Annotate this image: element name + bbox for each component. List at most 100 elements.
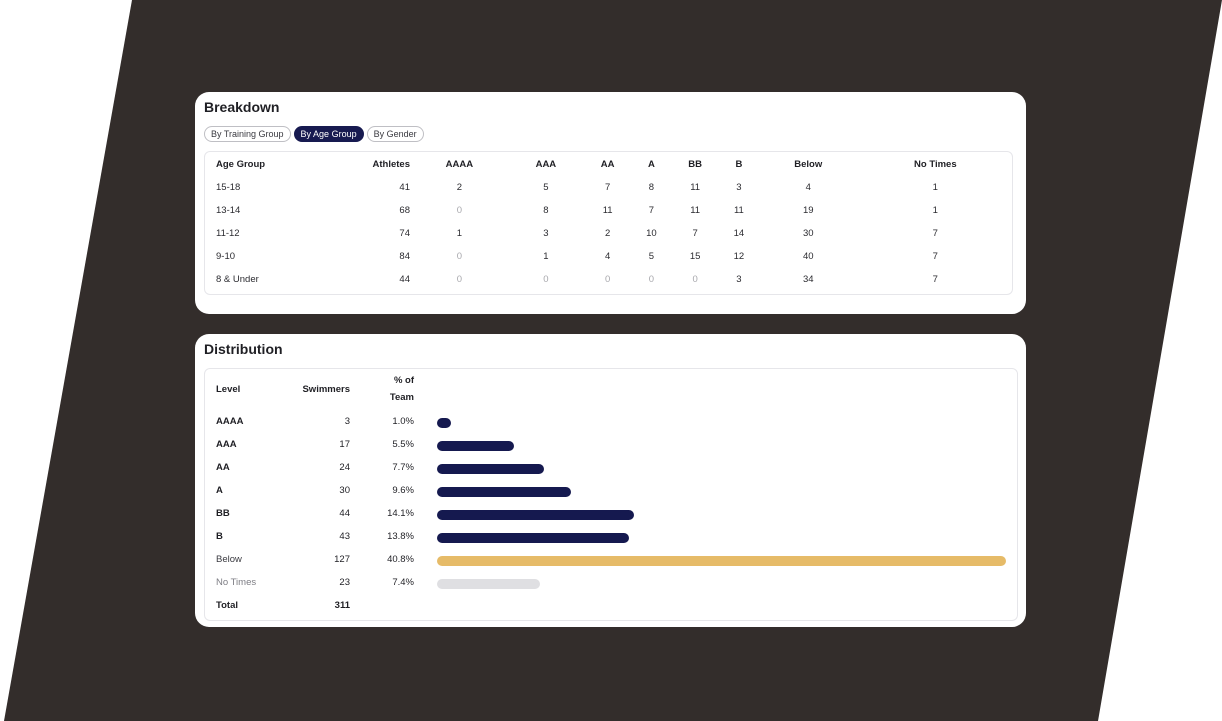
age-group-cell: 11-12 [216,228,240,239]
count-cell: 5 [648,251,655,262]
count-cell: 41 [399,182,410,193]
distribution-bar [437,533,629,543]
tab-by-gender[interactable]: By Gender [366,126,424,142]
count-cell: 2 [456,182,463,193]
tab-by-training-group[interactable]: By Training Group [204,126,291,142]
distribution-bar [437,418,451,428]
distribution-bar [437,579,540,589]
table-row: 9-10 84 0 1 4 5 15 12 40 7 [205,245,1012,268]
level-label: Below [216,554,242,565]
total-row: Total 311 [205,595,1017,618]
count-cell: 0 [456,251,463,262]
column-header: Age Group [216,158,266,170]
table-row: 8 & Under 44 0 0 0 0 0 3 34 7 [205,268,1012,291]
distribution-header-row: Level Swimmers % of Team [205,372,1017,406]
breakdown-table: Age Group Athletes AAAA AAA AA A BB B Be… [205,152,1012,291]
distribution-card: Distribution Level Swimmers % of Team AA… [195,334,1026,627]
count-cell: 40 [802,251,814,262]
swimmers-count: 44 [339,508,350,519]
percent-of-team: 1.0% [392,416,414,427]
count-cell: 68 [399,205,410,216]
count-cell: 5 [543,182,549,193]
count-cell: 14 [733,228,745,239]
distribution-row: B 43 13.8% [205,526,1017,549]
count-cell: 1 [932,205,938,216]
count-cell: 11 [690,182,701,193]
count-cell: 12 [733,251,745,262]
distribution-row: Below 127 40.8% [205,549,1017,572]
percent-of-team: 40.8% [387,554,414,565]
column-header: AA [600,158,615,170]
percent-of-team: 14.1% [387,508,414,519]
level-label: AAAA [216,416,244,427]
percent-of-team: 7.7% [392,462,414,473]
count-cell: 7 [648,205,655,216]
table-row: 15-18 41 2 5 7 8 11 3 4 1 [205,176,1012,199]
count-cell: 15 [689,251,701,262]
breakdown-card: Breakdown By Training Group By Age Group… [195,92,1026,314]
count-cell: 1 [456,228,463,239]
swimmers-count: 43 [339,531,350,542]
column-header: AAA [535,158,557,170]
count-cell: 0 [605,274,611,285]
swimmers-count: 23 [339,577,350,588]
count-cell: 0 [648,274,655,285]
distribution-title: Distribution [204,341,283,357]
count-cell: 7 [932,251,938,262]
level-label: AAA [216,439,237,450]
count-cell: 3 [543,228,549,239]
swimmers-count: 24 [339,462,350,473]
column-header: AAAA [445,158,474,170]
level-label: BB [216,508,230,519]
distribution-row: AA 24 7.7% [205,457,1017,480]
column-header: Athletes [372,158,410,170]
count-cell: 7 [932,228,938,239]
count-cell: 11 [733,205,744,216]
count-cell: 8 [543,205,549,216]
count-cell: 7 [692,228,698,239]
percent-of-team-header: % of Team [390,372,414,406]
level-label: No Times [216,577,257,588]
distribution-row: BB 44 14.1% [205,503,1017,526]
count-cell: 0 [543,274,549,285]
distribution-bar [437,556,1006,566]
percent-of-team: 13.8% [387,531,414,542]
count-cell: 1 [932,182,938,193]
count-cell: 0 [456,274,463,285]
distribution-bar [437,487,571,497]
count-cell: 4 [805,182,811,193]
distribution-row: A 30 9.6% [205,480,1017,503]
count-cell: 34 [802,274,814,285]
table-row: 13-14 68 0 8 11 7 11 11 19 1 [205,199,1012,222]
count-cell: 4 [605,251,611,262]
age-group-cell: 13-14 [216,205,241,216]
count-cell: 44 [399,274,410,285]
swimmers-count: 17 [339,439,350,450]
column-header: BB [688,158,702,170]
percent-of-team: 9.6% [392,485,414,496]
level-label: AA [216,462,230,473]
count-cell: 30 [802,228,814,239]
table-header-row: Age Group Athletes AAAA AAA AA A BB B Be… [205,152,1012,176]
level-label: B [216,531,223,542]
swimmers-header: Swimmers [302,384,350,395]
distribution-row: AAAA 3 1.0% [205,411,1017,434]
count-cell: 19 [802,205,814,216]
level-header: Level [216,384,241,395]
percent-header-line1: % of [393,375,414,386]
count-cell: 1 [543,251,549,262]
level-label: A [216,485,223,496]
count-cell: 84 [399,251,410,262]
count-cell: 11 [602,205,613,216]
count-cell: 8 [648,182,655,193]
count-cell: 3 [736,182,742,193]
tab-by-age-group[interactable]: By Age Group [293,126,364,142]
count-cell: 74 [399,228,410,239]
breakdown-tabs: By Training Group By Age Group By Gender [204,126,424,142]
count-cell: 10 [646,228,657,239]
count-cell: 3 [736,274,742,285]
count-cell: 0 [692,274,698,285]
count-cell: 11 [690,205,701,216]
column-header: A [647,158,655,170]
age-group-cell: 15-18 [216,182,241,193]
